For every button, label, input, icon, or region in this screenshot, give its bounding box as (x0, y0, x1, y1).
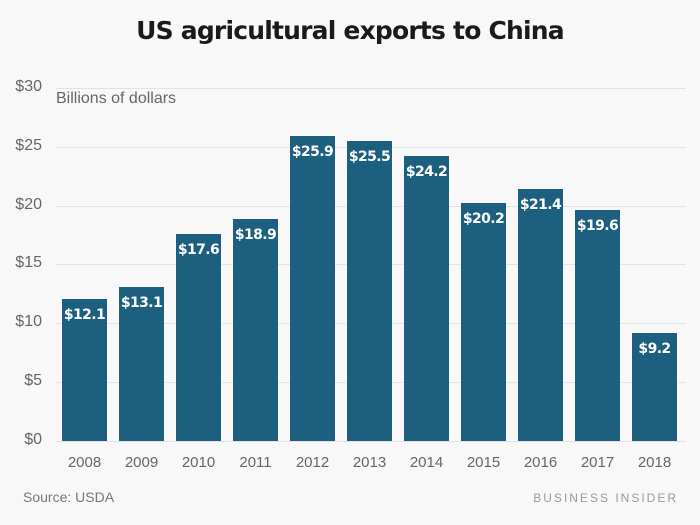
chart-title: US agricultural exports to China (136, 16, 565, 45)
bar-value-label: $19.6 (576, 218, 619, 234)
bar-2016: $21.4 (518, 189, 563, 441)
y-tick-label: $5 (24, 372, 42, 389)
bar-2011: $18.9 (233, 219, 278, 441)
y-tick-label: $20 (15, 196, 42, 213)
bar-value-label: $13.1 (120, 295, 163, 311)
x-tick-label: 2017 (580, 454, 615, 471)
bar-2013: $25.5 (347, 141, 392, 441)
bar-value-label: $21.4 (519, 197, 562, 213)
x-tick-label: 2014 (409, 454, 444, 471)
x-tick-label: 2009 (124, 454, 159, 471)
bar-value-label: $9.2 (638, 341, 671, 357)
bar-value-label: $25.9 (291, 144, 334, 160)
y-tick-label: $25 (15, 137, 42, 154)
unit-label: Billions of dollars (56, 90, 177, 107)
bar-2014: $24.2 (404, 156, 449, 441)
x-tick-label: 2011 (239, 454, 272, 471)
y-tick-label: $15 (15, 254, 42, 271)
bar-value-label: $20.2 (462, 211, 505, 227)
x-tick-label: 2013 (352, 454, 387, 471)
bar-2012: $25.9 (290, 136, 335, 441)
bar-2009: $13.1 (119, 287, 164, 441)
x-tick-label: 2008 (67, 454, 102, 471)
bar-2015: $20.2 (461, 203, 506, 441)
x-tick-label: 2018 (637, 454, 672, 471)
brand-logo-text: BUSINESS INSIDER (533, 491, 678, 505)
bar-2017: $19.6 (575, 210, 620, 441)
x-tick-label: 2015 (466, 454, 501, 471)
bar-2008: $12.1 (62, 299, 107, 441)
x-tick-label: 2012 (295, 454, 330, 471)
gridline (56, 88, 686, 89)
source-note: Source: USDA (23, 489, 115, 505)
bar-2018: $9.2 (632, 333, 677, 441)
y-tick-label: $30 (15, 78, 42, 95)
bar-value-label: $17.6 (177, 242, 220, 258)
bar-value-label: $18.9 (234, 227, 277, 243)
gridline (56, 441, 686, 442)
y-tick-label: $0 (24, 431, 42, 448)
x-tick-label: 2016 (523, 454, 558, 471)
y-tick-label: $10 (15, 313, 42, 330)
x-tick-label: 2010 (181, 454, 216, 471)
bar-value-label: $25.5 (348, 149, 391, 165)
bar-value-label: $12.1 (63, 307, 106, 323)
bar-2010: $17.6 (176, 234, 221, 441)
bar-value-label: $24.2 (405, 164, 448, 180)
